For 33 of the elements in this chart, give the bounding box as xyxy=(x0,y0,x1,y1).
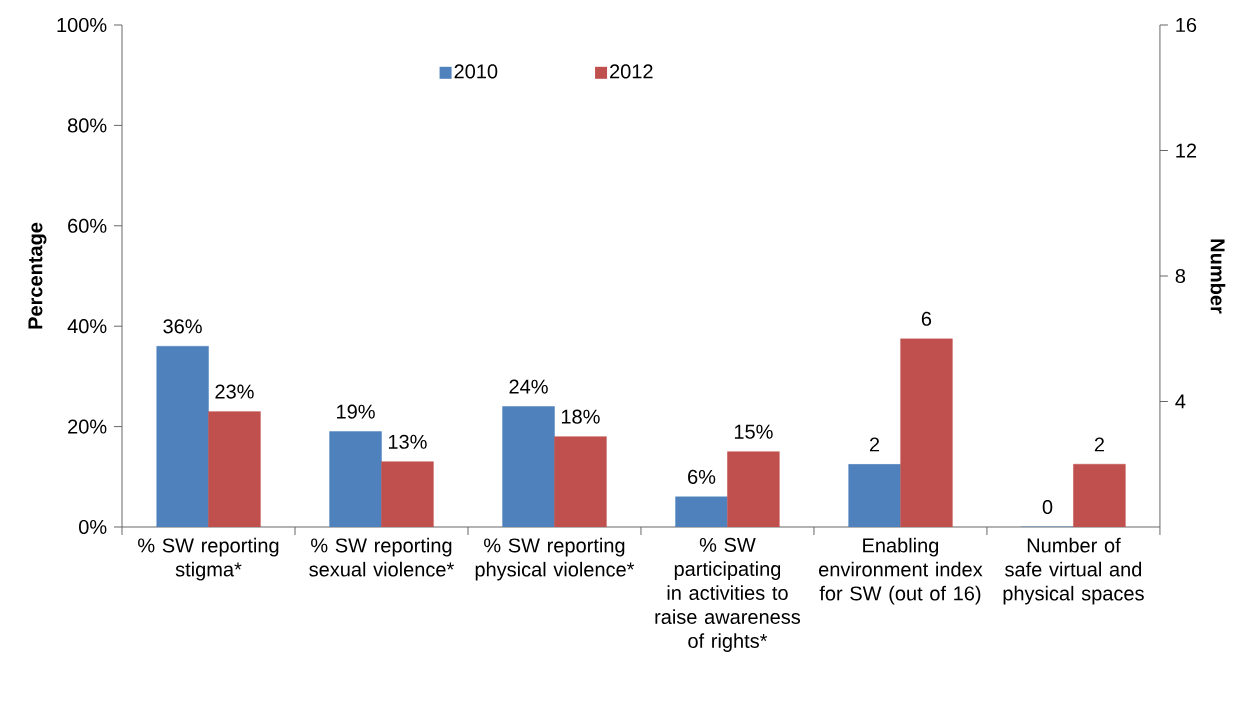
bar xyxy=(848,463,901,527)
data-label: 19% xyxy=(337,404,375,419)
y-tick-label: 60% xyxy=(68,218,107,233)
legend-label: 2012 xyxy=(610,64,653,79)
data-label: 0 xyxy=(1042,499,1053,515)
data-label: 15% xyxy=(734,424,773,439)
y2-tick-label: 12 xyxy=(1176,143,1197,158)
data-label: 13% xyxy=(388,434,427,449)
y-tick-label: 100% xyxy=(57,17,107,33)
x-tick-label: % SW reporting physical violence* xyxy=(475,537,635,581)
data-label: 2 xyxy=(869,437,880,452)
y-tick-label: 40% xyxy=(67,319,107,334)
y2-tick-label: 8 xyxy=(1175,268,1186,284)
x-tick-label: Number of safe virtual and physical spaces xyxy=(1003,537,1144,605)
data-label: 18% xyxy=(561,409,600,424)
y2-tick-label: 4 xyxy=(1175,394,1186,409)
legend-label: 2010 xyxy=(454,64,498,79)
y2-axis-title: Number xyxy=(1210,239,1226,314)
data-label: 36% xyxy=(163,319,202,334)
y-axis-title: Percentage xyxy=(28,222,47,329)
y-tick-label: 0% xyxy=(79,519,107,535)
data-label: 6% xyxy=(688,469,716,484)
x-tick-label: % SW participating in activities to raise awareness of rights* xyxy=(655,537,801,652)
data-label: 23% xyxy=(215,384,254,399)
x-tick-label: Enabling environment index for SW (out of 16) xyxy=(819,537,983,605)
y-tick-label: 20% xyxy=(68,419,107,434)
data-label: 24% xyxy=(509,379,548,394)
x-tick-label: % SW reporting stigma* xyxy=(138,537,279,581)
y2-tick-label: 16 xyxy=(1176,17,1197,33)
x-tick-label: % SW reporting sexual violence* xyxy=(309,537,454,577)
data-label: 2 xyxy=(1094,437,1104,452)
y-tick-label: 80% xyxy=(67,118,107,133)
data-label: 6 xyxy=(921,311,932,326)
